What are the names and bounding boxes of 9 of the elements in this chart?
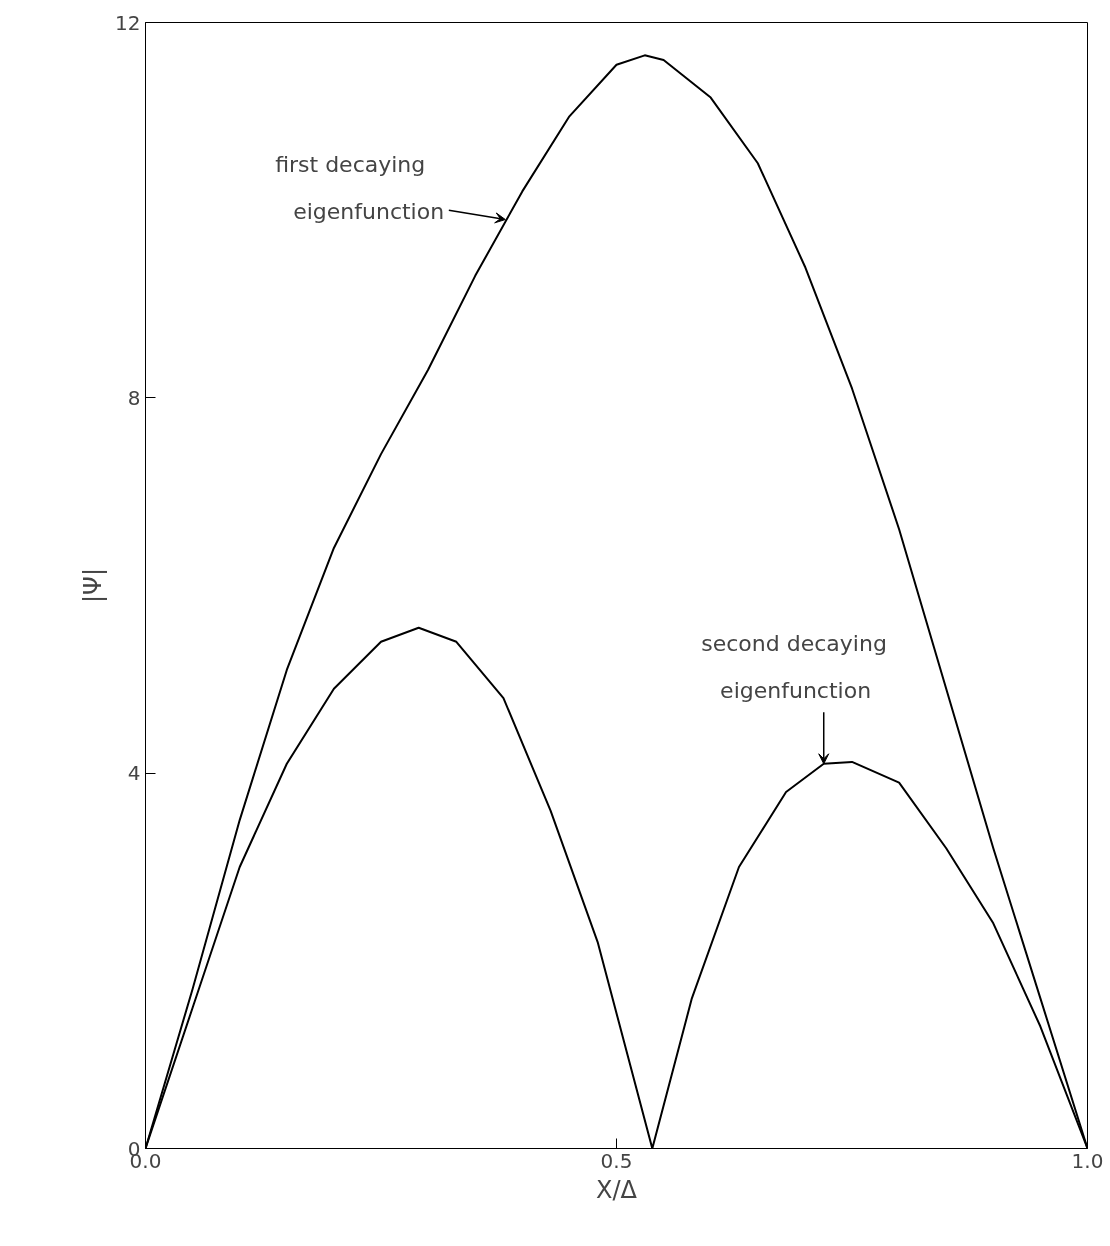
x-axis-title: X/Δ bbox=[596, 1175, 638, 1204]
annotation: second decaying eigenfunction bbox=[701, 630, 887, 703]
y-tick-label: 4 bbox=[127, 761, 141, 786]
x-tick-label: 0.5 bbox=[600, 1148, 633, 1173]
y-tick-label: 8 bbox=[127, 385, 141, 410]
annotation: first decaying eigenfunction bbox=[275, 152, 445, 225]
y-axis-title: |Ψ| bbox=[79, 567, 108, 604]
y-tick-label: 12 bbox=[115, 10, 141, 35]
x-tick-label: 1.0 bbox=[1071, 1148, 1104, 1173]
